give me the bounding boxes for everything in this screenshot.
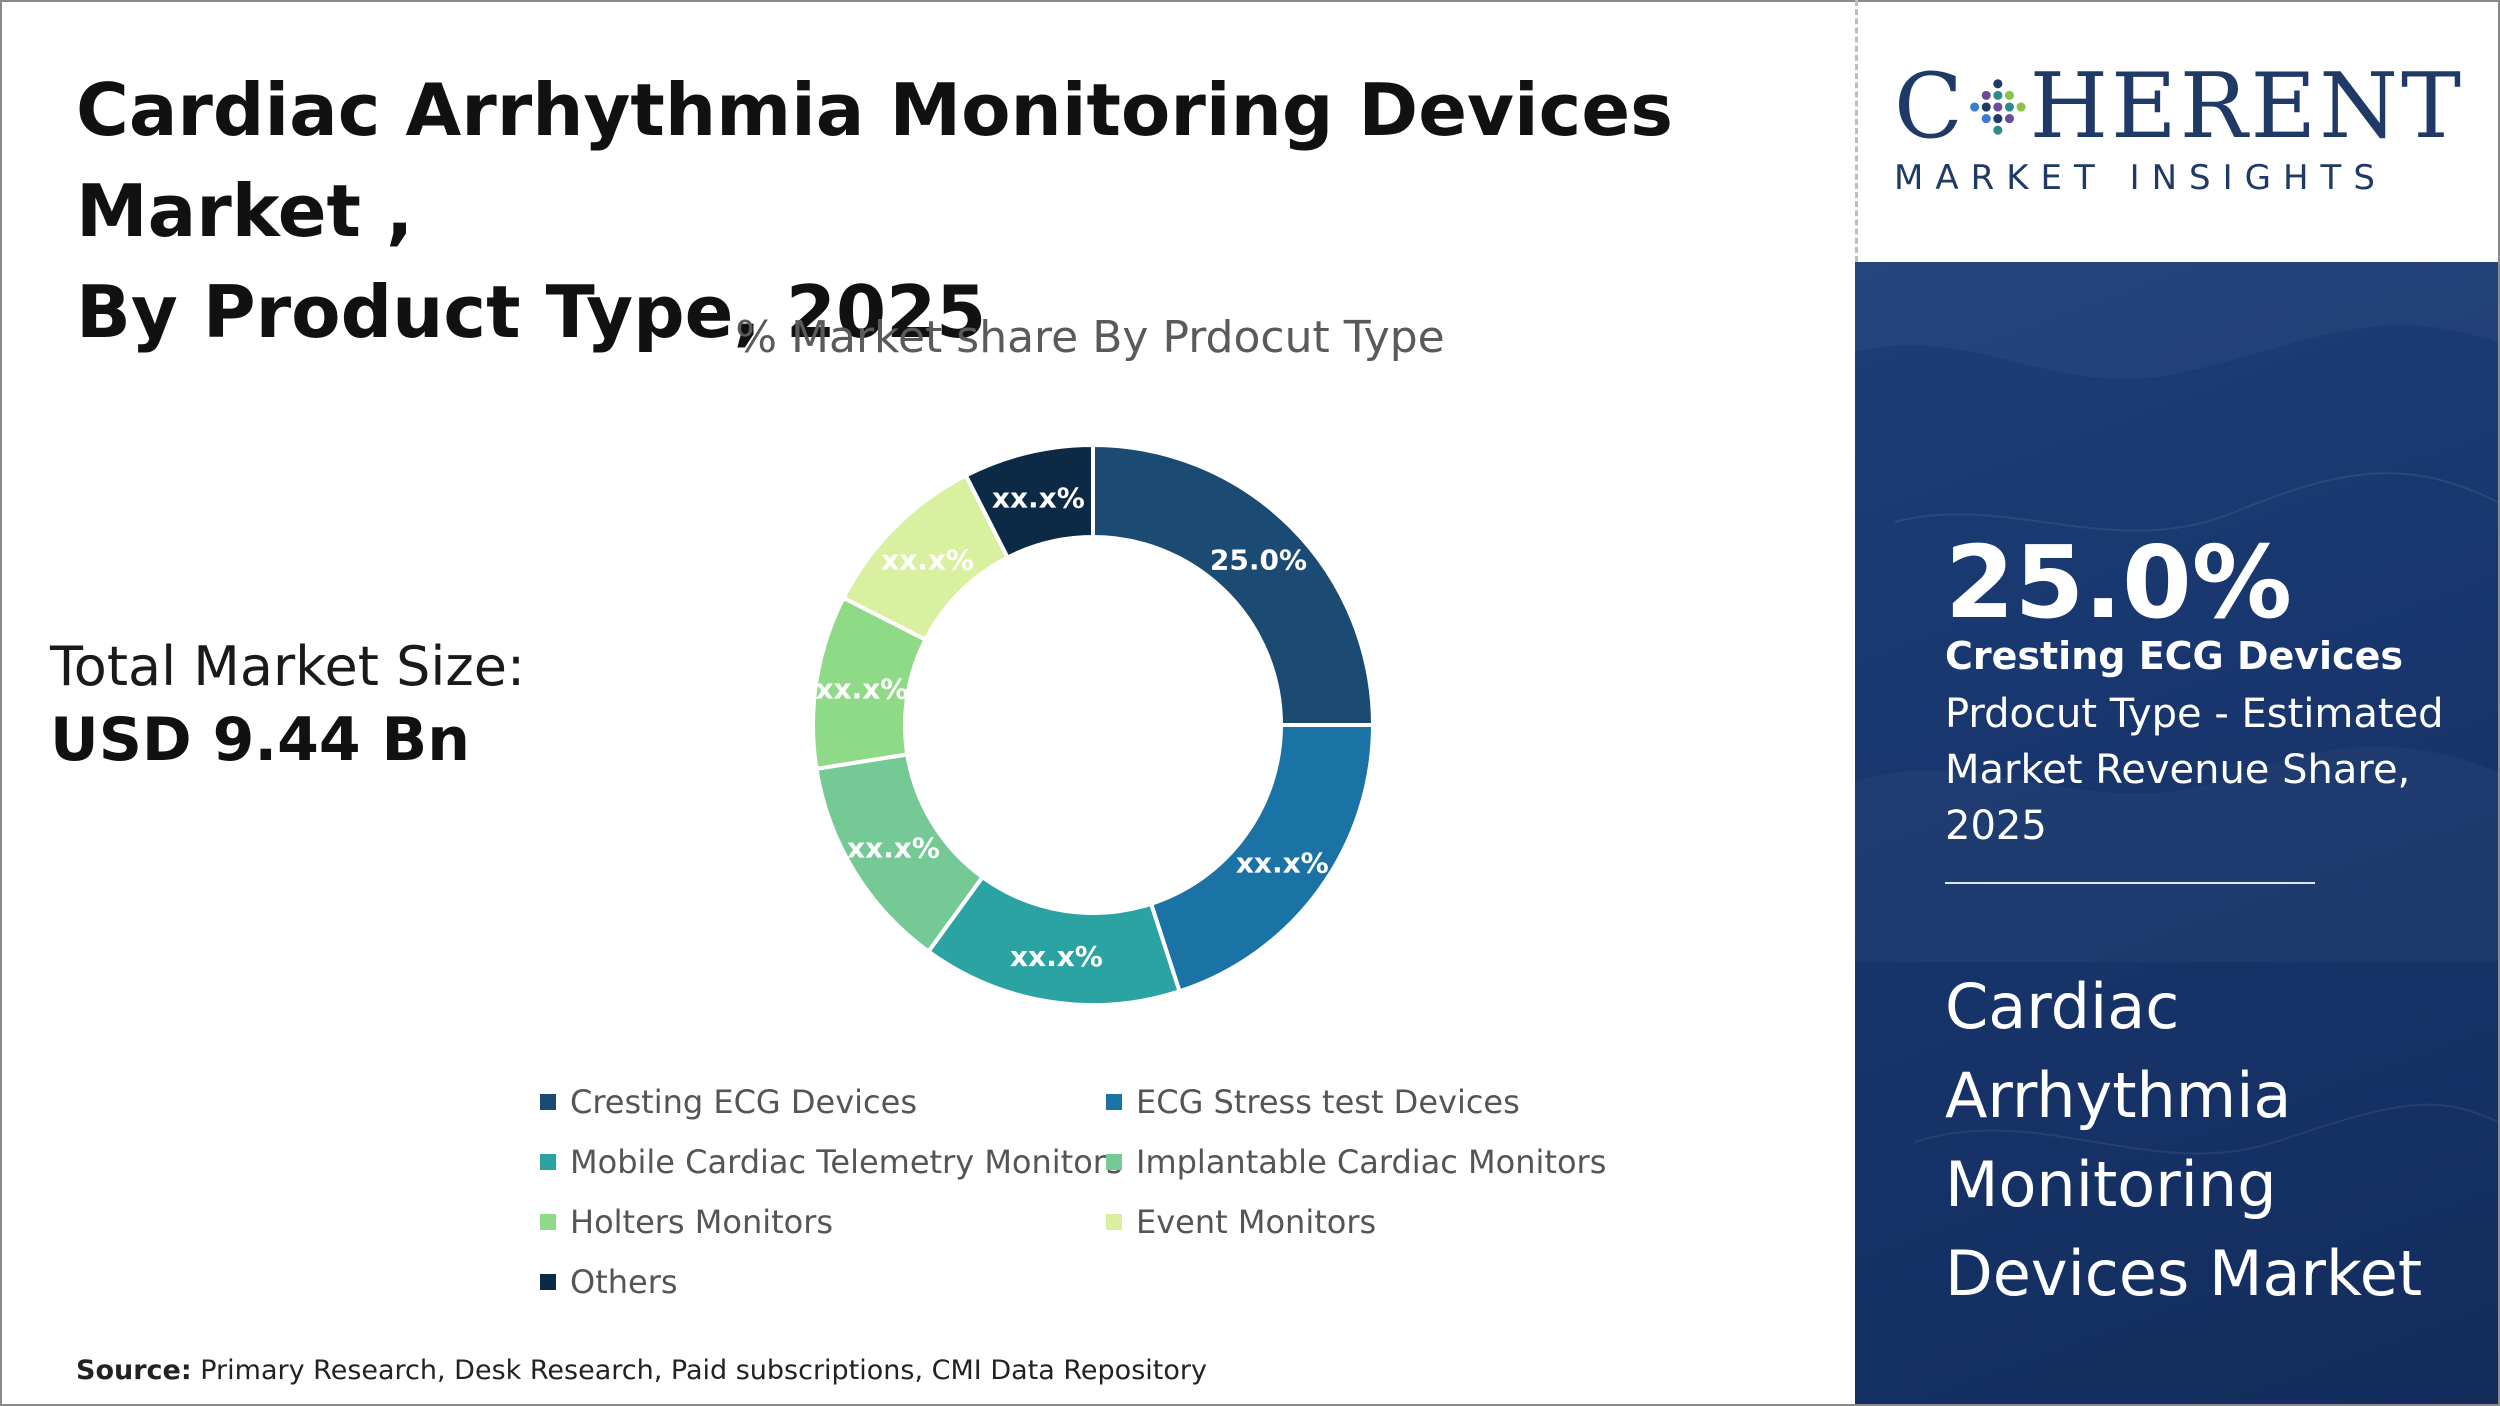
logo-dot: [1993, 102, 2003, 112]
legend-label-0: Cresting ECG Devices: [570, 1083, 917, 1121]
logo-letter-c: C: [1894, 54, 1966, 159]
logo-dot: [2004, 90, 2014, 100]
legend-item-6: Others: [540, 1262, 1106, 1302]
panel-market-name: Cardiac Arrhythmia Monitoring Devices Ma…: [1945, 970, 2423, 1310]
donut-slice-label-6: xx.x%: [992, 481, 1085, 514]
legend-swatch-4: [540, 1214, 556, 1230]
map-texture-decoration: [1855, 262, 2498, 1155]
donut-slice-label-2: xx.x%: [1010, 940, 1103, 973]
donut-chart: 25.0% xx.x% xx.x% xx.x% xx.x% xx.x% xx.x%: [813, 442, 1376, 1005]
logo-letters-rest: HERENT: [2029, 54, 2464, 159]
donut-slice-1: [1148, 723, 1376, 994]
legend-label-4: Holters Monitors: [570, 1203, 834, 1241]
legend-swatch-6: [540, 1274, 556, 1290]
panel-divider: [1945, 882, 2315, 884]
donut-slice-6: [963, 442, 1095, 561]
summary-panel: 25.0% Cresting ECG Devices Prdocut Type …: [1855, 262, 2498, 1404]
page-title: Cardiac Arrhythmia Monitoring Devices Ma…: [76, 60, 1776, 363]
legend-item-3: Implantable Cardiac Monitors: [1106, 1142, 1640, 1182]
logo-wordmark: C HERENT: [1894, 62, 2464, 152]
legend-item-5: Event Monitors: [1106, 1202, 1640, 1242]
legend-swatch-5: [1106, 1214, 1122, 1230]
legend-label-6: Others: [570, 1263, 678, 1301]
legend-item-0: Cresting ECG Devices: [540, 1082, 1106, 1122]
donut-slice-label-3: xx.x%: [847, 831, 940, 864]
donut-slice-0: [1091, 442, 1376, 727]
legend-swatch-2: [540, 1154, 556, 1170]
source-note: Source: Primary Research, Desk Research,…: [76, 1355, 1207, 1386]
legend-label-2: Mobile Cardiac Telemetry Monitors: [570, 1143, 1123, 1181]
title-line-1: Cardiac Arrhythmia Monitoring Devices Ma…: [76, 68, 1674, 253]
source-label: Source:: [76, 1355, 192, 1386]
legend-item-4: Holters Monitors: [540, 1202, 1106, 1242]
legend-label-3: Implantable Cardiac Monitors: [1136, 1143, 1607, 1181]
logo-dot: [2004, 114, 2014, 124]
logo-dot: [1993, 90, 2003, 100]
legend-item-1: ECG Stress test Devices: [1106, 1082, 1640, 1122]
legend-label-5: Event Monitors: [1136, 1203, 1377, 1241]
header-divider: [1855, 0, 1858, 262]
logo-dot: [2016, 102, 2026, 112]
logo-dot: [1993, 114, 2003, 124]
logo-dot: [1981, 90, 1991, 100]
highlight-description: Prdocut Type - Estimated Market Revenue …: [1945, 691, 2444, 849]
title-line-2: By Product Type, 2025: [76, 270, 987, 354]
company-logo: C HERENT MARKET INSIGHTS: [1894, 62, 2464, 199]
logo-dot: [1981, 114, 1991, 124]
logo-dot: [1993, 79, 2003, 89]
logo-dot: [1969, 102, 1980, 112]
logo-dot: [1993, 125, 2003, 135]
donut-slice-label-4: xx.x%: [815, 672, 908, 705]
logo-dot-grid-icon: [1969, 79, 2026, 135]
highlight-segment-name: Cresting ECG Devices: [1945, 634, 2403, 678]
legend-swatch-1: [1106, 1094, 1122, 1110]
highlight-share-value: 25.0%: [1945, 524, 2292, 641]
chart-title: % Market share By Prdocut Type: [735, 312, 1445, 363]
market-size-value: USD 9.44 Bn: [50, 705, 470, 775]
chart-legend: Cresting ECG Devices ECG Stress test Devi…: [540, 1082, 1640, 1302]
logo-dot: [2004, 102, 2014, 112]
logo-dot: [1981, 102, 1991, 112]
legend-swatch-0: [540, 1094, 556, 1110]
legend-swatch-3: [1106, 1154, 1122, 1170]
legend-label-1: ECG Stress test Devices: [1136, 1083, 1520, 1121]
donut-slice-label-0: 25.0%: [1210, 544, 1307, 577]
donut-slice-label-1: xx.x%: [1236, 847, 1329, 880]
legend-item-2: Mobile Cardiac Telemetry Monitors: [540, 1142, 1123, 1182]
market-size-label: Total Market Size:: [50, 635, 526, 698]
donut-slice-label-5: xx.x%: [881, 544, 974, 577]
logo-tagline: MARKET INSIGHTS: [1894, 158, 2387, 198]
source-text: Primary Research, Desk Research, Paid su…: [200, 1355, 1207, 1386]
